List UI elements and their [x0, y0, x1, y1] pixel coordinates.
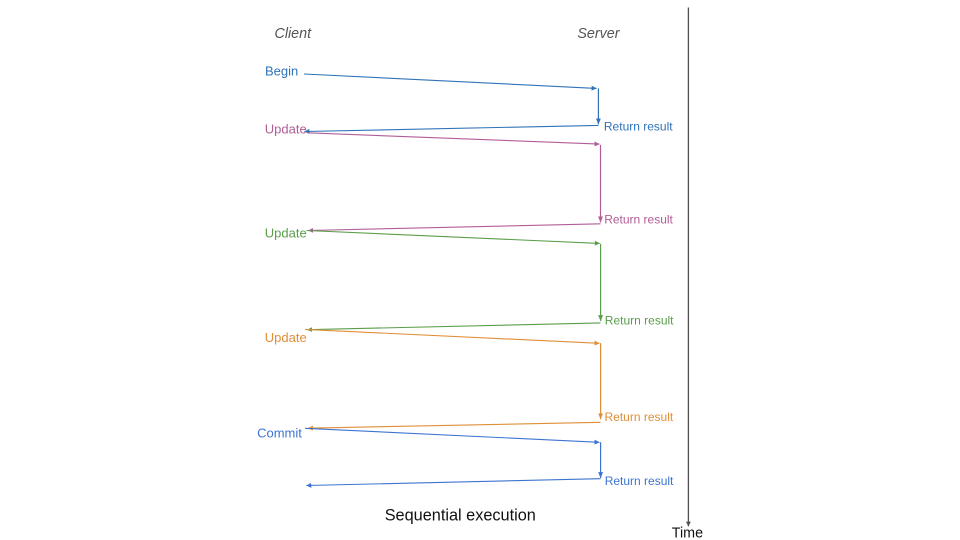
- svg-text:Server: Server: [577, 26, 620, 42]
- svg-text:Return result: Return result: [605, 410, 674, 424]
- svg-text:Commit: Commit: [257, 426, 302, 441]
- svg-text:Sequential execution: Sequential execution: [385, 506, 536, 524]
- svg-text:Begin: Begin: [265, 64, 298, 79]
- svg-text:Time: Time: [672, 526, 703, 540]
- svg-text:Client: Client: [275, 26, 313, 42]
- svg-text:Return result: Return result: [604, 212, 673, 226]
- svg-text:Update: Update: [265, 330, 307, 345]
- svg-text:Update: Update: [265, 122, 307, 137]
- svg-text:Return result: Return result: [604, 119, 673, 133]
- svg-text:Return result: Return result: [605, 474, 674, 488]
- svg-text:Return result: Return result: [605, 314, 674, 328]
- svg-text:Update: Update: [265, 226, 307, 241]
